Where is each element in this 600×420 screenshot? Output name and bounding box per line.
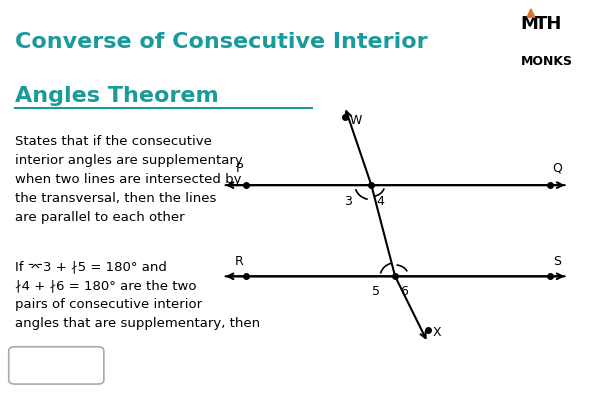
Text: 4: 4 — [376, 195, 384, 208]
Text: TH: TH — [535, 15, 562, 33]
Text: 5: 5 — [372, 285, 380, 298]
Text: P: P — [236, 162, 244, 175]
FancyBboxPatch shape — [9, 347, 104, 384]
Text: R: R — [235, 255, 244, 268]
Text: 3: 3 — [344, 195, 352, 208]
Text: Q: Q — [553, 162, 563, 175]
Text: Angles Theorem: Angles Theorem — [14, 86, 218, 106]
Text: PQ ∥ RS: PQ ∥ RS — [24, 358, 89, 373]
Text: W: W — [349, 114, 362, 127]
Text: Converse of Consecutive Interior: Converse of Consecutive Interior — [14, 32, 427, 52]
Text: S: S — [553, 255, 560, 268]
Text: M: M — [520, 15, 538, 33]
Text: If ⌤3 + ∤5 = 180° and
∤4 + ∤6 = 180° are the two
pairs of consecutive interior
a: If ⌤3 + ∤5 = 180° and ∤4 + ∤6 = 180° are… — [14, 260, 260, 330]
Text: 6: 6 — [400, 285, 408, 298]
Text: MONKS: MONKS — [521, 55, 573, 68]
Polygon shape — [527, 9, 535, 17]
Text: States that if the consecutive
interior angles are supplementary
when two lines : States that if the consecutive interior … — [14, 135, 242, 224]
Text: X: X — [433, 326, 441, 339]
